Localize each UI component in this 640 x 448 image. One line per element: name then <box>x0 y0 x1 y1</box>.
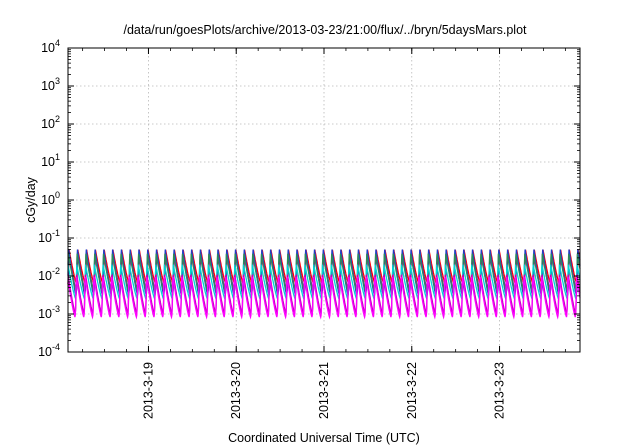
x-tick-label: 2013-3-22 <box>405 362 419 419</box>
x-tick-label: 2013-3-23 <box>493 362 507 419</box>
x-tick-label: 2013-3-20 <box>229 362 243 419</box>
series-group <box>67 249 581 320</box>
x-axis: 2013-3-19 2013-3-20 2013-3-21 2013-3-22 2013… <box>82 48 566 419</box>
y-tick-label: 10-4 <box>38 342 60 359</box>
y-tick-label: 10-3 <box>38 304 60 321</box>
y-tick-label: 101 <box>41 152 60 169</box>
y-tick-label: 104 <box>41 38 60 55</box>
x-axis-label: Coordinated Universal Time (UTC) <box>228 431 420 445</box>
y-tick-label: 10-1 <box>38 228 60 245</box>
y-tick-label: 10-2 <box>38 266 60 283</box>
y-tick-label: 103 <box>41 76 60 93</box>
y-tick-label: 102 <box>41 114 60 131</box>
x-tick-label: 2013-3-19 <box>141 362 155 419</box>
y-tick-label: 100 <box>41 190 60 207</box>
x-tick-label: 2013-3-21 <box>317 362 331 419</box>
series-line <box>67 274 581 314</box>
series-line <box>67 276 581 320</box>
series-line <box>67 253 581 292</box>
y-axis-label: cGy/day <box>24 176 38 223</box>
series-line <box>67 264 581 302</box>
chart-title: /data/run/goesPlots/archive/2013-03-23/2… <box>123 23 527 37</box>
y-axis: 104 103 102 101 100 10-1 10-2 10-3 10-4 <box>38 38 580 359</box>
